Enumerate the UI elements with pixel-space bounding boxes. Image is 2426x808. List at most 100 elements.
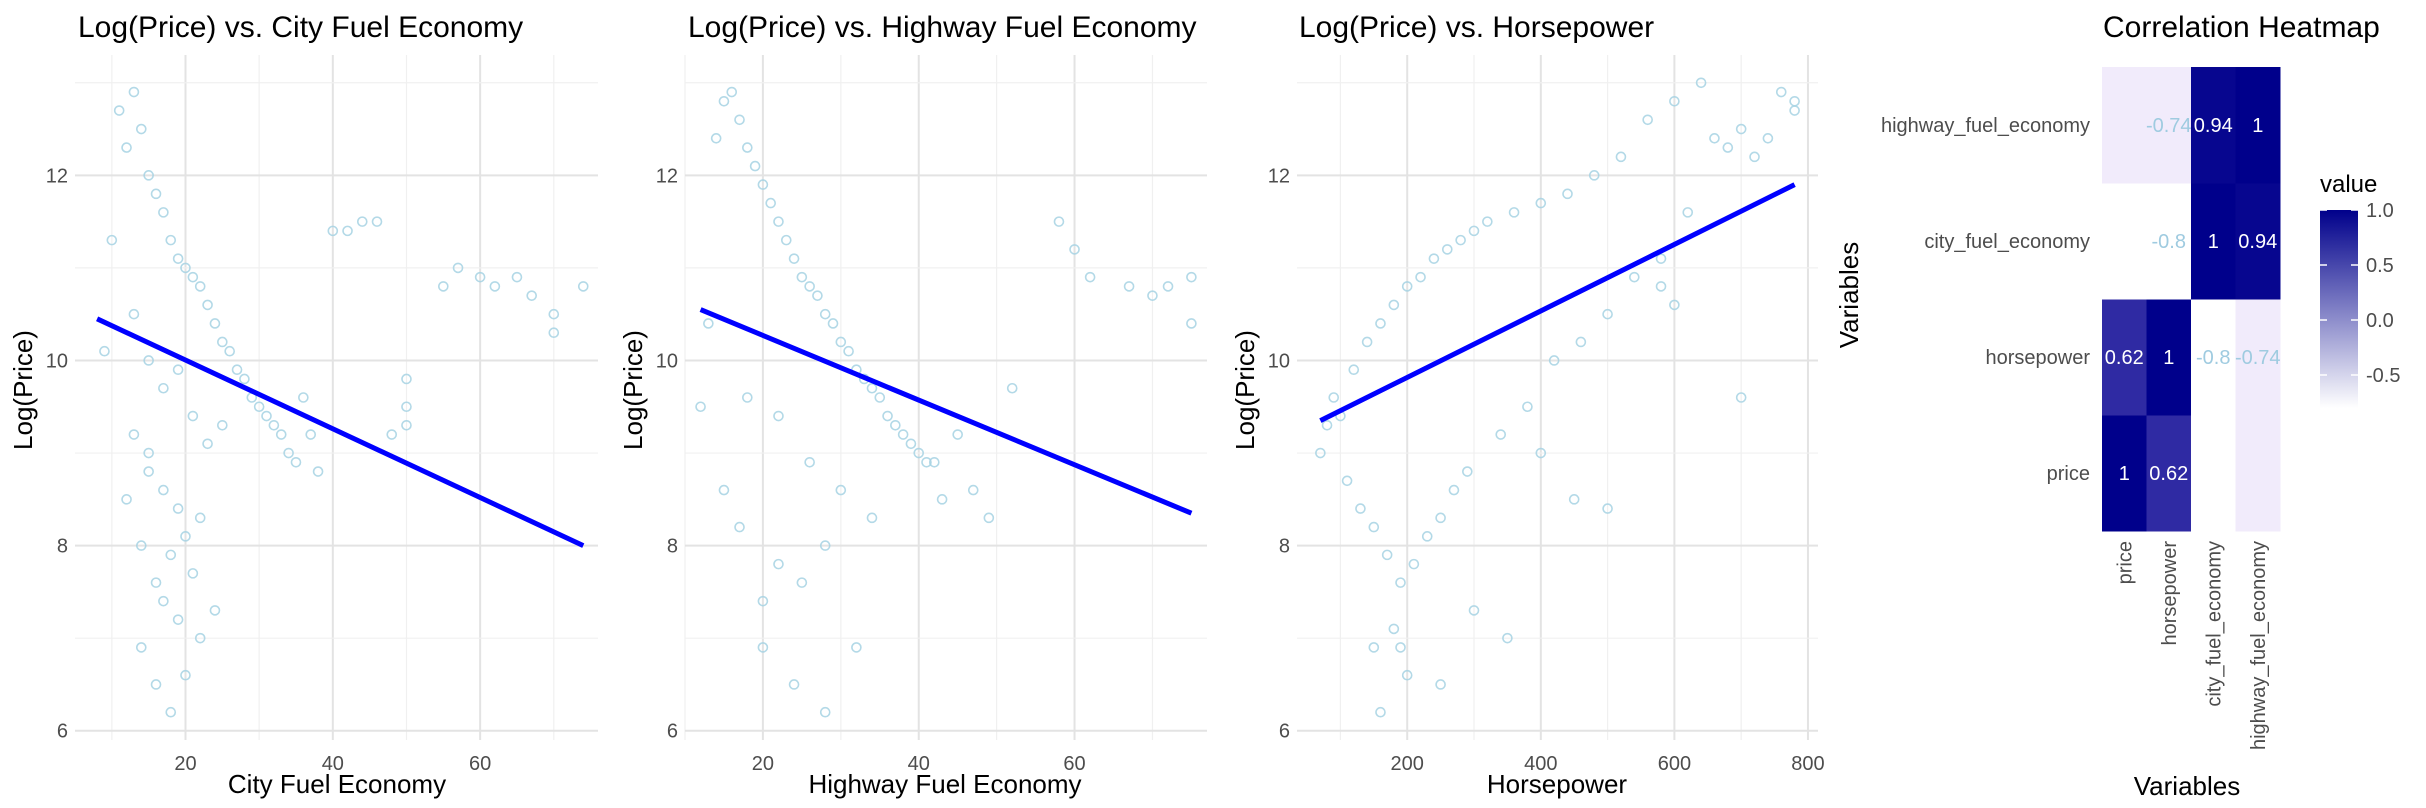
- scatter-point: [788, 253, 800, 264]
- scatter-point: [734, 114, 745, 126]
- scatter-point: [275, 429, 287, 440]
- heatmap-cell: [2102, 183, 2147, 300]
- scatter-point: [835, 336, 847, 348]
- scatter-point: [194, 281, 206, 292]
- y-tick-label: 8: [667, 536, 678, 558]
- tick-layer: 20 40 60 6 8 10 12: [46, 165, 492, 775]
- scatter-point: [1341, 475, 1353, 487]
- scatter-point: [1162, 281, 1174, 292]
- heatmap-cell: [2146, 183, 2192, 300]
- scatter-point: [1401, 281, 1413, 292]
- scatter-point: [866, 512, 878, 524]
- scatter-point: [1395, 577, 1406, 588]
- heatmap-cell: [2102, 415, 2147, 532]
- scatter-point: [1401, 669, 1413, 681]
- scatter-point: [827, 318, 839, 329]
- scatter-point: [1602, 308, 1613, 320]
- scatter-point: [1415, 271, 1426, 283]
- x-axis-title: Variables: [2134, 771, 2240, 801]
- x-axis-title: City Fuel Economy: [228, 769, 446, 799]
- scatter-point: [150, 679, 162, 690]
- scatter-point: [1455, 234, 1466, 246]
- scatter-point: [1709, 133, 1720, 144]
- y-tick-label: 12: [46, 165, 68, 187]
- legend-tick-label: 1.0: [2366, 200, 2394, 222]
- y-tick-label: 12: [1268, 165, 1290, 187]
- scatter-point: [1147, 290, 1158, 301]
- scatter-point: [874, 392, 886, 403]
- heatmap-cell-label: 1: [2208, 231, 2219, 253]
- scatter-point: [290, 456, 302, 468]
- scatter-point: [967, 484, 979, 496]
- scatter-point: [121, 142, 132, 153]
- scatter-point: [1682, 207, 1694, 218]
- scatter-point: [773, 216, 784, 227]
- scatter-point: [128, 86, 140, 98]
- scatter-point: [1123, 281, 1135, 292]
- scatter-point: [202, 299, 213, 311]
- scatter-point: [1669, 95, 1680, 107]
- scatter-point: [128, 429, 140, 440]
- scatter-point: [710, 133, 722, 144]
- scatter-point: [1441, 244, 1453, 255]
- heatmap-cell: [2235, 415, 2281, 532]
- scatter-point: [187, 410, 199, 422]
- scatter-point: [1421, 531, 1433, 542]
- y-tick-label: 6: [57, 721, 68, 743]
- scatter-point: [239, 373, 250, 385]
- heatmap-cell: [2191, 415, 2236, 532]
- y-axis-title: Log(Price): [8, 330, 38, 450]
- scatter-point: [1762, 133, 1774, 144]
- scatter-point: [268, 419, 280, 431]
- scatter-point: [135, 540, 147, 551]
- x-tick-label: 800: [1791, 753, 1824, 775]
- scatter-point: [1655, 253, 1667, 264]
- scatter-point: [804, 456, 815, 468]
- panel-correlation-heatmap: Correlation Heatmap 1 0.620.62 1 -0.8 -0.74-…: [1834, 11, 2400, 801]
- scatter-point: [1435, 512, 1446, 524]
- scatter-point: [866, 382, 878, 394]
- x-axis-title: Horsepower: [1487, 769, 1628, 799]
- scatter-point: [401, 401, 412, 413]
- scatter-point: [172, 364, 184, 376]
- panel-title: Log(Price) vs. Highway Fuel Economy: [688, 11, 1197, 44]
- scatter-point: [1368, 521, 1380, 533]
- scatter-point: [1315, 447, 1326, 459]
- trend-line-layer: [699, 307, 1193, 516]
- scatter-point: [327, 225, 339, 237]
- scatter-point: [851, 642, 862, 653]
- scatter-point: [1615, 151, 1627, 163]
- scatter-point: [438, 281, 449, 292]
- scatter-point: [1482, 216, 1493, 227]
- heatmap-y-tick-label: price: [2047, 463, 2090, 485]
- heatmap-cell: [2146, 67, 2192, 184]
- x-axis-title: Highway Fuel Economy: [808, 769, 1081, 799]
- y-tick-label: 6: [667, 721, 678, 743]
- heatmap-y-tick-label: horsepower: [1985, 347, 2090, 369]
- scatter-point: [1789, 95, 1800, 107]
- heatmap-x-tick-label: highway_fuel_economy: [2248, 541, 2270, 750]
- scatter-point: [165, 234, 177, 246]
- scatter-point: [1588, 170, 1600, 181]
- scatter-point: [224, 345, 235, 357]
- scatter-point: [1722, 142, 1734, 153]
- scatter-point: [209, 318, 221, 329]
- scatter-point: [1448, 484, 1460, 496]
- scatter-point: [217, 336, 228, 348]
- heatmap-cell: [2191, 299, 2236, 416]
- scatter-point: [1522, 401, 1533, 413]
- scatter-point: [298, 392, 309, 403]
- scatter-point: [1435, 679, 1446, 690]
- scatter-point: [921, 456, 932, 468]
- scatter-point: [765, 197, 777, 209]
- scatter-point: [757, 595, 769, 607]
- scatter-point: [742, 142, 753, 153]
- scatter-point: [1186, 271, 1197, 283]
- scatter-point: [1575, 336, 1587, 348]
- heatmap-cell-label: 1: [2163, 347, 2174, 369]
- scatter-point: [1462, 466, 1473, 477]
- scatter-point: [796, 577, 808, 588]
- legend-tick-label: 0.0: [2366, 310, 2394, 332]
- scatter-point: [1735, 123, 1747, 135]
- scatter-point: [1328, 392, 1340, 403]
